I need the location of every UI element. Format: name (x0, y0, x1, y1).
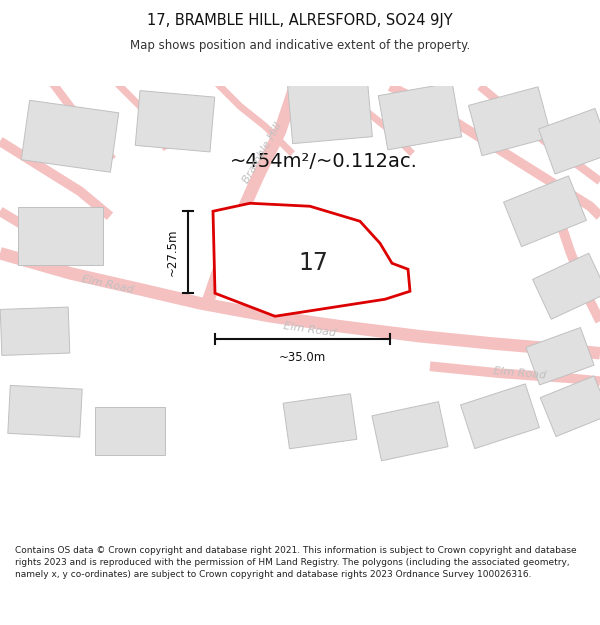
Polygon shape (8, 386, 82, 437)
Polygon shape (135, 91, 215, 152)
Polygon shape (533, 253, 600, 319)
Polygon shape (503, 176, 586, 247)
Polygon shape (0, 307, 70, 356)
Text: Elm Road: Elm Road (283, 321, 337, 338)
Text: 17: 17 (298, 251, 328, 275)
Polygon shape (378, 82, 462, 150)
Polygon shape (287, 79, 373, 144)
Polygon shape (539, 108, 600, 174)
Polygon shape (21, 100, 119, 172)
Polygon shape (372, 402, 448, 461)
Polygon shape (95, 408, 165, 455)
Polygon shape (540, 376, 600, 437)
Polygon shape (213, 203, 410, 316)
Text: Elm Road: Elm Road (81, 274, 135, 294)
Polygon shape (17, 208, 103, 265)
Text: Map shows position and indicative extent of the property.: Map shows position and indicative extent… (130, 39, 470, 52)
Text: Contains OS data © Crown copyright and database right 2021. This information is : Contains OS data © Crown copyright and d… (15, 546, 577, 579)
Text: ~35.0m: ~35.0m (279, 351, 326, 364)
Polygon shape (469, 87, 551, 156)
Polygon shape (461, 384, 539, 449)
Text: Elm Road: Elm Road (493, 366, 547, 381)
Polygon shape (268, 236, 352, 297)
Text: ~27.5m: ~27.5m (166, 229, 179, 276)
Text: ~454m²/~0.112ac.: ~454m²/~0.112ac. (230, 152, 418, 171)
Polygon shape (526, 328, 594, 385)
Text: Bramble Hill: Bramble Hill (241, 121, 283, 186)
Text: 17, BRAMBLE HILL, ALRESFORD, SO24 9JY: 17, BRAMBLE HILL, ALRESFORD, SO24 9JY (147, 13, 453, 28)
Polygon shape (283, 394, 357, 449)
